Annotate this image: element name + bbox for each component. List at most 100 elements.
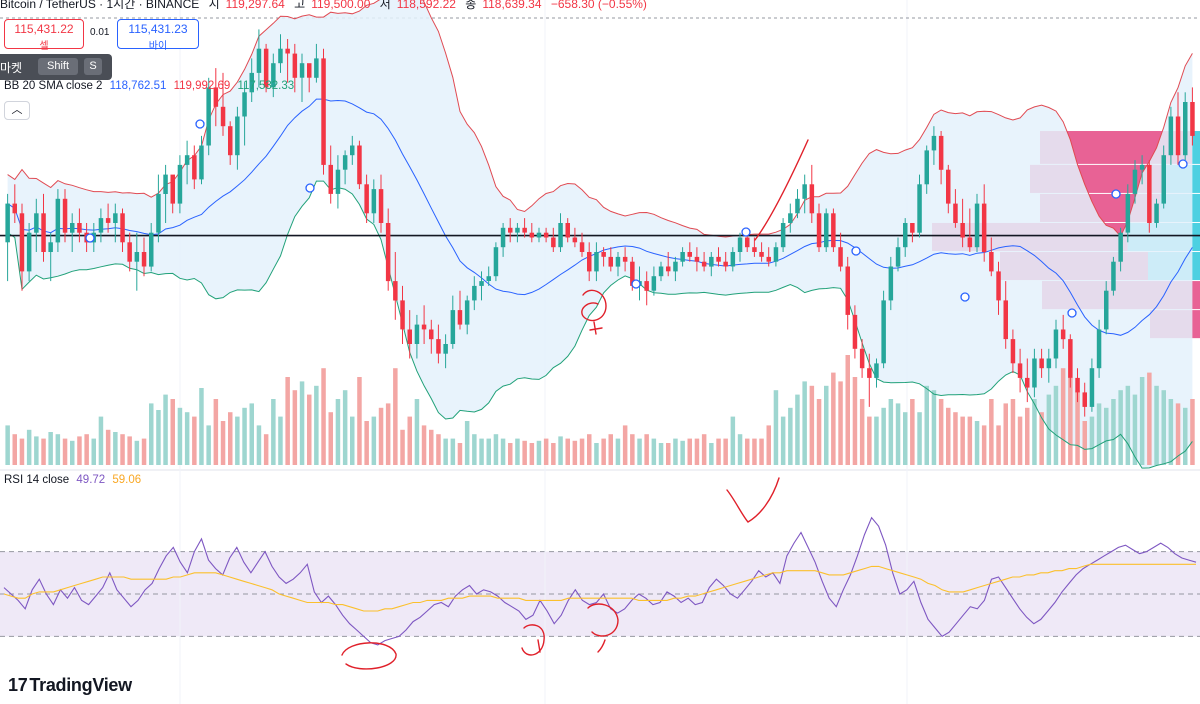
volume-bar (981, 425, 987, 465)
candle (342, 150, 348, 185)
candle (278, 34, 283, 73)
candle-body (271, 63, 276, 88)
candle-body (579, 242, 585, 252)
candle (673, 256, 678, 282)
candle-body (393, 281, 398, 301)
candle-body (838, 247, 843, 267)
candle-body (809, 184, 815, 214)
candle-body (19, 213, 25, 272)
volume-bar (163, 394, 168, 465)
candle (1161, 145, 1166, 209)
candle (263, 43, 269, 93)
candle-body (601, 252, 606, 257)
volume-bar (184, 412, 190, 465)
sell-label: 셀 (39, 41, 49, 52)
volume-bar (242, 407, 247, 465)
candle (716, 247, 721, 267)
candle (271, 53, 276, 98)
candle (838, 232, 843, 272)
bollinger-legend[interactable]: BB 20 SMA close 2 118,762.51 119,992.69 … (4, 80, 298, 92)
candle-body (551, 237, 556, 248)
candle-body (515, 227, 520, 233)
tradingview-logo-text: TradingView (29, 675, 132, 695)
volume-bar (795, 394, 800, 465)
volume-bar (62, 438, 68, 465)
candle (515, 223, 520, 243)
candle-body (134, 252, 140, 262)
candle-body (658, 266, 664, 277)
candle-body (335, 169, 341, 194)
candle (888, 256, 894, 311)
candle (285, 39, 290, 83)
volume-bar (859, 399, 865, 465)
rsi-ma-line (3, 563, 1196, 612)
buy-price: 115,431.23 (128, 22, 188, 36)
volume-bar (572, 440, 578, 465)
candle-body (859, 348, 865, 369)
candle (364, 174, 369, 223)
buy-button[interactable]: 115,431.23 바이 (117, 19, 199, 52)
candle-body (967, 237, 973, 248)
buy-label: 바이 (148, 41, 168, 52)
candle (141, 237, 147, 277)
volume-bar (1132, 394, 1138, 465)
candle-body (687, 252, 692, 257)
volume-bar (228, 412, 233, 465)
volume-bar (730, 416, 736, 465)
candle (486, 266, 491, 286)
candle-body (716, 256, 721, 262)
candle (881, 290, 886, 369)
volume-bar (1025, 407, 1030, 465)
volume-bar (1154, 385, 1159, 465)
candle-body (278, 48, 283, 64)
volume-bar (1147, 372, 1152, 465)
candlesticks (5, 29, 1195, 417)
candle-body (917, 184, 922, 233)
volume-bar (500, 438, 506, 465)
volume-bar (328, 412, 333, 465)
volume-bar (852, 377, 858, 465)
candle (350, 135, 355, 165)
candle (1125, 184, 1131, 243)
volume-bar (464, 421, 470, 465)
volume-bar (579, 438, 585, 465)
candle-body (673, 261, 678, 272)
volume-bar (271, 399, 276, 465)
volume-bar (644, 434, 649, 465)
candle (1039, 348, 1044, 378)
sell-button[interactable]: 115,431.22 셀 (4, 19, 84, 52)
candle-body (780, 223, 786, 248)
volume-bar (105, 429, 111, 465)
candle-body (429, 329, 434, 340)
candle-body (220, 106, 226, 127)
collapse-legend-button[interactable]: ︿ (4, 101, 30, 120)
volume-bar (41, 438, 46, 465)
candle (795, 189, 800, 219)
volume-bar (587, 434, 592, 465)
volume-bar (974, 421, 980, 465)
tradingview-logo[interactable]: 17 TradingView (8, 675, 132, 696)
volume-bar (1017, 416, 1023, 465)
candle-body (802, 184, 807, 199)
candle-body (773, 247, 779, 262)
candle (608, 247, 613, 272)
candle-body (443, 344, 448, 354)
volume-bar (946, 407, 951, 465)
candle-body (594, 252, 599, 272)
candle-body (242, 92, 247, 117)
volume-bar (378, 407, 384, 465)
rsi-legend[interactable]: RSI 14 close 49.72 59.06 (4, 474, 145, 486)
candle-body (737, 237, 743, 252)
symbol-title[interactable]: Bitcoin / TetherUS · 1시간 · BINANCE (0, 0, 200, 11)
volume-bar (213, 399, 219, 465)
volume-bar (134, 440, 140, 465)
volume-profile-row-up (1192, 131, 1200, 164)
candle (199, 135, 204, 185)
candle (651, 266, 657, 296)
candle (938, 131, 944, 185)
candle (149, 223, 154, 272)
volume-bar (199, 388, 204, 465)
candle-body (1132, 169, 1138, 194)
candle (816, 203, 822, 252)
